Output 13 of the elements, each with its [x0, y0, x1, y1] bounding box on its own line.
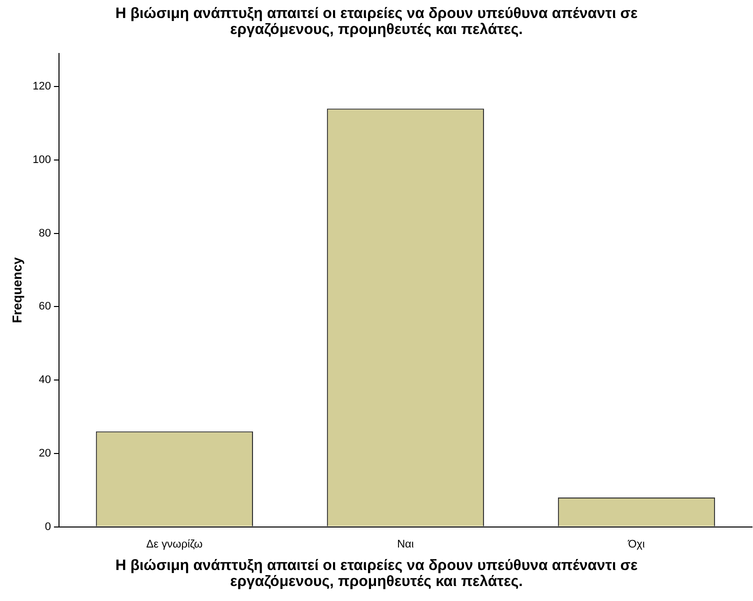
- y-tick-label: 120: [32, 80, 51, 93]
- y-tick-label: 100: [32, 154, 51, 166]
- x-tick-label: Δε γνωρίζω: [146, 538, 204, 550]
- chart-title: Η βιώσιμη ανάπτυξη απαιτεί οι εταιρείες να δρουν υπεύθυνα απέναντι σε εργαζόμενους, προμηθευτές και πελάτες.: [114, 4, 639, 40]
- y-tick-label: 40: [38, 374, 51, 386]
- x-axis-title: Η βιώσιμη ανάπτυξη απαιτεί οι εταιρείες να δρουν υπεύθυνα απέναντι σε εργαζόμενους, προμηθευτές και πελάτες.: [114, 556, 639, 590]
- y-tick-label: 0: [44, 520, 51, 533]
- y-tick-label: 60: [38, 300, 51, 313]
- x-tick-label: Ναι: [397, 538, 414, 550]
- y-axis-title: Frequency: [9, 256, 24, 324]
- y-tick-label: 80: [38, 227, 51, 240]
- x-tick-label: Όχι: [627, 538, 646, 550]
- y-tick-label: 20: [38, 447, 51, 460]
